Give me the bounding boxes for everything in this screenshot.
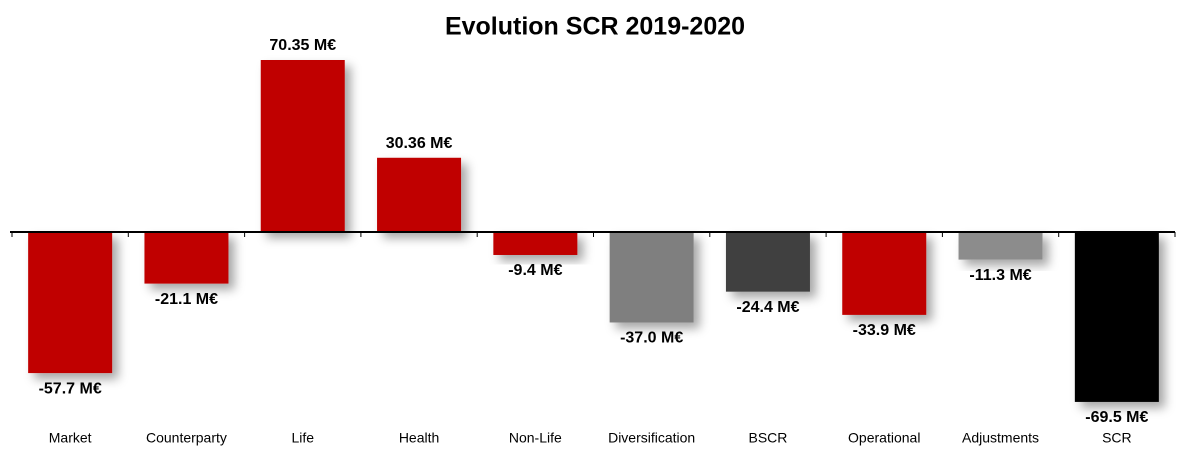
x-tick-label: Adjustments — [962, 430, 1039, 446]
value-label: -37.0 M€ — [620, 330, 683, 347]
x-tick-label: Life — [291, 430, 314, 446]
bar — [377, 157, 462, 232]
x-tick-label: SCR — [1102, 430, 1132, 446]
x-tick-label: Non-Life — [509, 430, 562, 446]
value-label: -69.5 M€ — [1085, 409, 1148, 426]
x-tick-label: Market — [49, 430, 92, 446]
value-label: 30.36 M€ — [386, 135, 453, 152]
bar — [144, 232, 229, 284]
bar — [260, 60, 345, 232]
bar — [1074, 232, 1159, 402]
bar — [842, 232, 927, 315]
x-tick-label: BSCR — [748, 430, 787, 446]
chart-title: Evolution SCR 2019-2020 — [445, 13, 745, 41]
value-label: 70.35 M€ — [269, 37, 336, 54]
bar — [958, 232, 1043, 260]
value-label: -21.1 M€ — [155, 291, 218, 308]
bar — [609, 232, 694, 323]
bar — [28, 232, 113, 374]
x-tick-label: Health — [399, 430, 439, 446]
value-label: -11.3 M€ — [969, 267, 1031, 284]
value-label: -57.7 M€ — [39, 380, 102, 397]
x-tick-label: Diversification — [608, 430, 695, 446]
x-tick-label: Operational — [848, 430, 920, 446]
value-label: -24.4 M€ — [736, 299, 799, 316]
bar — [725, 232, 810, 292]
value-label: -9.4 M€ — [508, 262, 562, 279]
value-label: -33.9 M€ — [853, 322, 916, 339]
bar — [493, 232, 578, 255]
x-tick-label: Counterparty — [146, 430, 227, 446]
